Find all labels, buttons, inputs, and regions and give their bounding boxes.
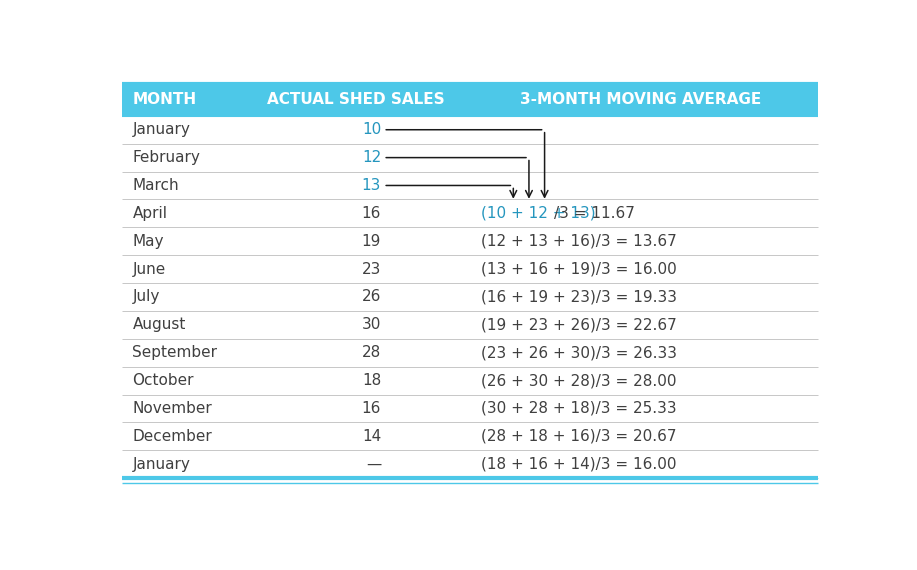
Text: 12: 12 <box>362 150 381 165</box>
Text: September: September <box>132 345 217 360</box>
Text: (13 + 16 + 19)/3 = 16.00: (13 + 16 + 19)/3 = 16.00 <box>481 262 677 276</box>
Text: April: April <box>132 206 168 221</box>
Text: December: December <box>132 429 212 444</box>
Text: 23: 23 <box>361 262 381 276</box>
Text: ACTUAL SHED SALES: ACTUAL SHED SALES <box>268 92 445 107</box>
Text: 16: 16 <box>361 401 381 416</box>
Text: 30: 30 <box>361 317 381 332</box>
Text: 19: 19 <box>361 234 381 249</box>
Text: May: May <box>132 234 164 249</box>
Text: (18 + 16 + 14)/3 = 16.00: (18 + 16 + 14)/3 = 16.00 <box>481 457 676 472</box>
Text: 16: 16 <box>361 206 381 221</box>
Text: January: January <box>132 457 190 472</box>
Text: 28: 28 <box>362 345 381 360</box>
Text: July: July <box>132 290 160 304</box>
Text: 10: 10 <box>362 122 381 137</box>
Text: (26 + 30 + 28)/3 = 28.00: (26 + 30 + 28)/3 = 28.00 <box>481 373 676 388</box>
Text: March: March <box>132 178 179 193</box>
Text: 18: 18 <box>362 373 381 388</box>
Text: /3 = 11.67: /3 = 11.67 <box>554 206 635 221</box>
Text: 3-MONTH MOVING AVERAGE: 3-MONTH MOVING AVERAGE <box>520 92 761 107</box>
Text: 14: 14 <box>362 429 381 444</box>
Text: June: June <box>132 262 166 276</box>
Text: (12 + 13 + 16)/3 = 13.67: (12 + 13 + 16)/3 = 13.67 <box>481 234 677 249</box>
Text: October: October <box>132 373 193 388</box>
Text: August: August <box>132 317 186 332</box>
Text: MONTH: MONTH <box>132 92 196 107</box>
Text: —: — <box>366 457 381 472</box>
Text: 26: 26 <box>361 290 381 304</box>
Text: (10 + 12 + 13): (10 + 12 + 13) <box>481 206 595 221</box>
Text: (23 + 26 + 30)/3 = 26.33: (23 + 26 + 30)/3 = 26.33 <box>481 345 677 360</box>
Text: February: February <box>132 150 200 165</box>
Text: (28 + 18 + 16)/3 = 20.67: (28 + 18 + 16)/3 = 20.67 <box>481 429 676 444</box>
Text: (19 + 23 + 26)/3 = 22.67: (19 + 23 + 26)/3 = 22.67 <box>481 317 677 332</box>
Bar <box>122 84 818 116</box>
Text: (30 + 28 + 18)/3 = 25.33: (30 + 28 + 18)/3 = 25.33 <box>481 401 676 416</box>
Text: November: November <box>132 401 212 416</box>
Text: 13: 13 <box>361 178 381 193</box>
Text: January: January <box>132 122 190 137</box>
Text: (16 + 19 + 23)/3 = 19.33: (16 + 19 + 23)/3 = 19.33 <box>481 290 677 304</box>
